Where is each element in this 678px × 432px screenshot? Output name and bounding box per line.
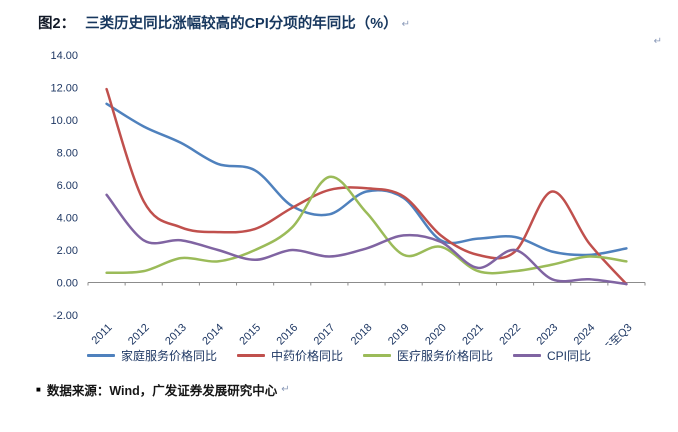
legend-label: 中药价格同比 bbox=[270, 349, 343, 363]
square-bullet-icon: ■ bbox=[36, 384, 41, 394]
series-line-3 bbox=[105, 193, 628, 286]
x-tick-label: 2020 bbox=[423, 322, 449, 345]
legend-line-marker bbox=[236, 354, 265, 357]
x-tick-label: 2015 bbox=[237, 322, 263, 345]
y-tick-label: 4.00 bbox=[57, 213, 78, 225]
y-tick-label: 0.00 bbox=[57, 278, 78, 290]
y-tick-label: -2.00 bbox=[53, 310, 78, 322]
legend-item: 家庭服务价格同比 bbox=[86, 347, 217, 364]
x-tick-label: 2013 bbox=[163, 322, 189, 345]
x-tick-label: 2018 bbox=[349, 322, 375, 345]
x-tick-label: 2023 bbox=[534, 322, 560, 345]
series-line-0 bbox=[105, 102, 628, 257]
return-mark-icon: ↵ bbox=[281, 384, 290, 395]
x-tick-label: 2024 bbox=[572, 322, 598, 345]
x-tick-label: 2025至Q3 bbox=[591, 322, 635, 345]
legend-item: CPI同比 bbox=[513, 347, 591, 364]
y-tick-label: 14.00 bbox=[50, 50, 78, 62]
source-text: 数据来源：Wind，广发证券发展研究中心 bbox=[46, 384, 278, 398]
legend-line-marker bbox=[86, 354, 115, 357]
figure-label: 图2： bbox=[38, 16, 76, 32]
y-tick-label: 2.00 bbox=[57, 245, 78, 257]
chart-title: 图2： 三类历史同比涨幅较高的CPI分项的年同比（%） ↵ bbox=[0, 0, 678, 33]
x-tick-label: 2012 bbox=[126, 322, 152, 345]
x-tick-label: 2014 bbox=[200, 322, 226, 345]
return-mark-icon: ↵ bbox=[653, 36, 662, 47]
return-mark-icon: ↵ bbox=[401, 19, 411, 30]
legend-label: CPI同比 bbox=[547, 349, 592, 363]
series-line-1 bbox=[105, 87, 628, 286]
legend-line-marker bbox=[513, 354, 542, 357]
legend-item: 中药价格同比 bbox=[236, 347, 343, 364]
x-tick-label: 2019 bbox=[386, 322, 412, 345]
legend-item: 医疗服务价格同比 bbox=[363, 347, 493, 364]
x-tick-label: 2021 bbox=[460, 322, 486, 345]
y-tick-label: 8.00 bbox=[57, 148, 78, 160]
source-note: ■ 数据来源：Wind，广发证券发展研究中心 ↵ bbox=[36, 380, 678, 399]
x-tick-label: 2017 bbox=[312, 322, 338, 345]
y-tick-label: 6.00 bbox=[57, 180, 78, 192]
y-tick-label: 12.00 bbox=[50, 83, 78, 95]
x-tick-label: 2016 bbox=[275, 322, 301, 345]
y-tick-label: 10.00 bbox=[50, 115, 78, 127]
legend-line-marker bbox=[363, 354, 391, 357]
line-chart-svg: -2.00 0.00 2.00 4.00 6.00 8.00 10.00 12.00 14.00… bbox=[50, 50, 646, 345]
legend-label: 家庭服务价格同比 bbox=[120, 349, 217, 363]
title-text: 三类历史同比涨幅较高的CPI分项的年同比（%） bbox=[85, 16, 398, 32]
legend: 家庭服务价格同比 中药价格同比 医疗服务价格同比 CPI同比 bbox=[0, 347, 678, 364]
x-tick-label: 2022 bbox=[497, 322, 523, 345]
legend-label: 医疗服务价格同比 bbox=[397, 349, 494, 363]
x-tick-label: 2011 bbox=[89, 322, 114, 345]
series-line-2 bbox=[105, 175, 628, 275]
